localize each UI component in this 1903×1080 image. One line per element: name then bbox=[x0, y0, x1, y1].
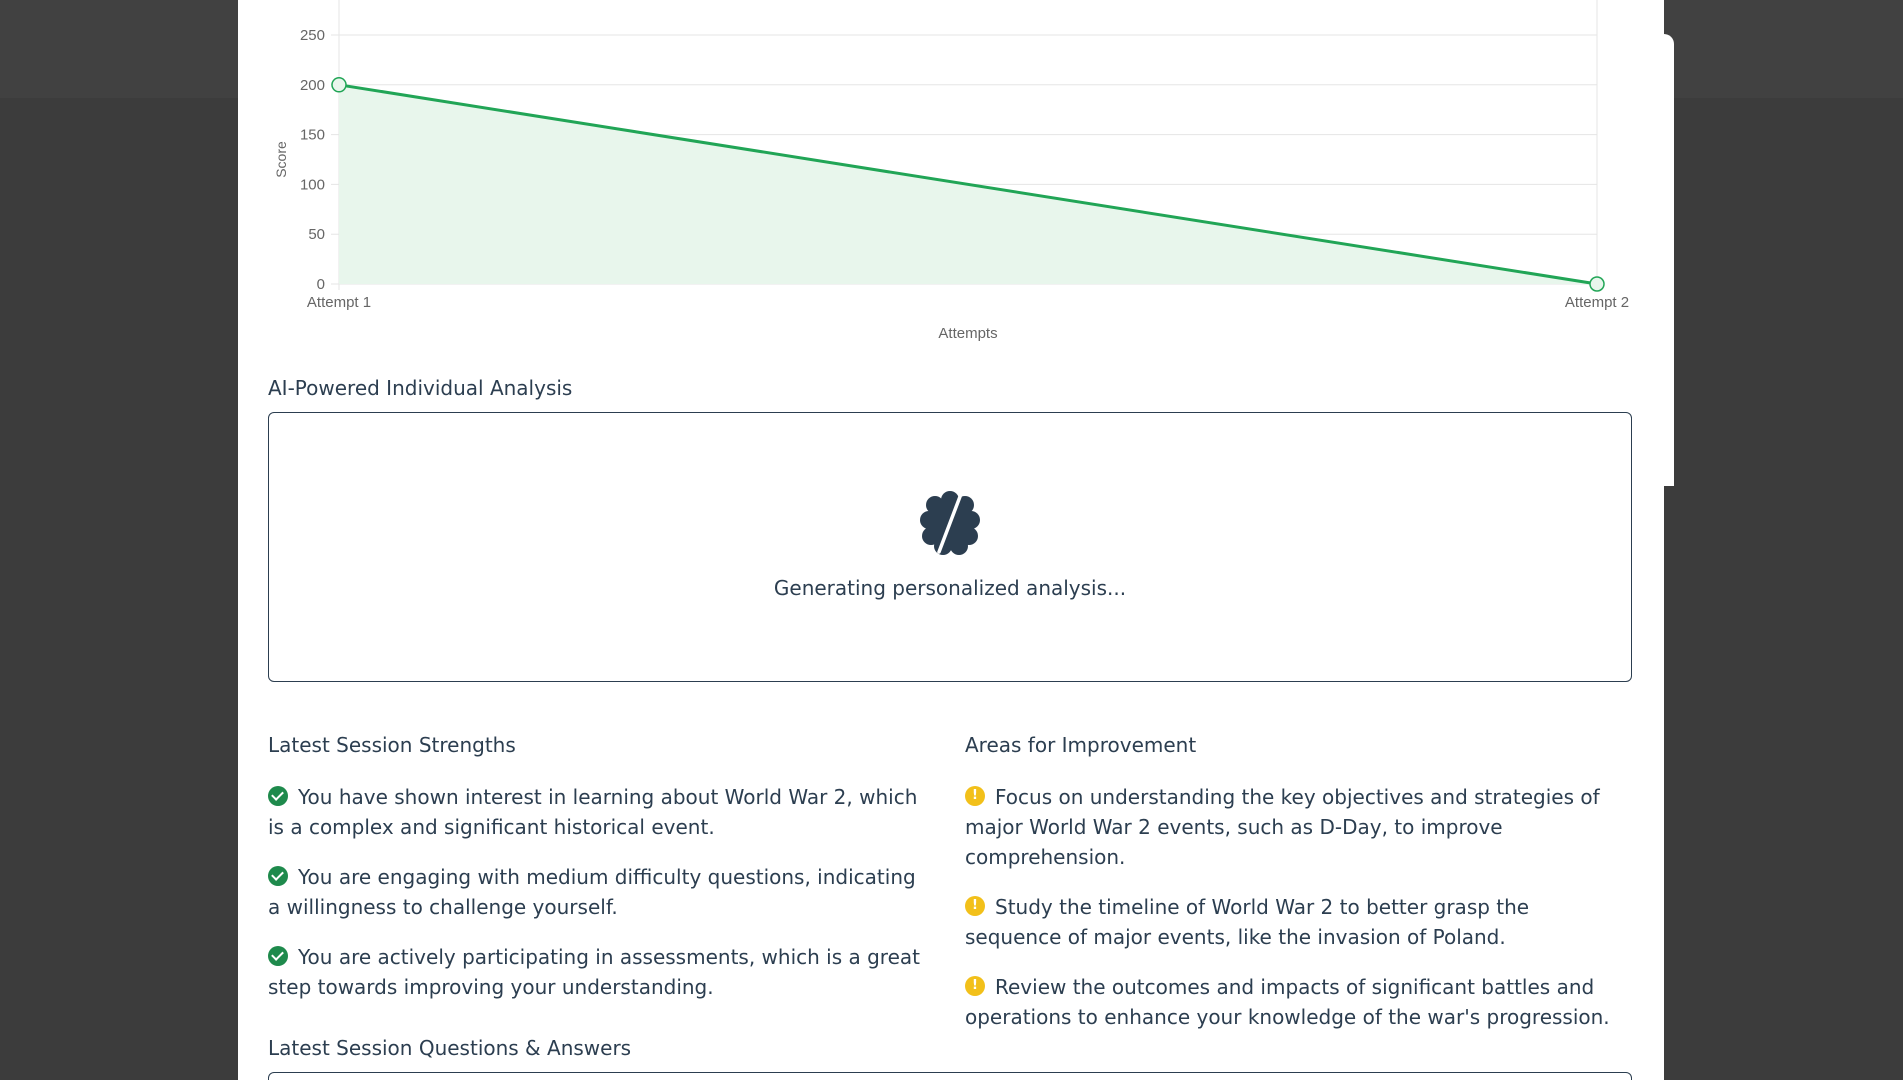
improvement-item: Review the outcomes and impacts of signi… bbox=[965, 972, 1620, 1032]
strength-item: You are actively participating in assess… bbox=[268, 945, 920, 999]
check-circle-icon bbox=[268, 946, 288, 966]
qa-panel bbox=[268, 1072, 1632, 1080]
x-tick-label: Attempt 2 bbox=[1565, 294, 1629, 311]
improvements-title: Areas for Improvement bbox=[965, 733, 1197, 757]
x-axis-title: Attempts bbox=[938, 325, 997, 342]
improvements-section: Areas for Improvement Focus on understan… bbox=[965, 730, 1620, 1052]
y-tick-label: 0 bbox=[317, 276, 325, 293]
warning-circle-icon bbox=[965, 896, 985, 916]
data-point bbox=[1589, 276, 1605, 292]
strength-item: You are engaging with medium difficulty … bbox=[268, 865, 916, 919]
analysis-title: AI-Powered Individual Analysis bbox=[268, 376, 573, 400]
analysis-panel: Generating personalized analysis... bbox=[268, 412, 1632, 682]
strength-item: You have shown interest in learning abou… bbox=[268, 785, 918, 839]
check-circle-icon bbox=[268, 866, 288, 886]
series-line bbox=[338, 83, 1598, 286]
improvement-item: Study the timeline of World War 2 to bet… bbox=[965, 892, 1620, 952]
y-axis-title: Score bbox=[273, 141, 289, 178]
y-tick-label: 250 bbox=[300, 27, 325, 44]
data-point bbox=[331, 77, 347, 93]
analysis-status-text: Generating personalized analysis... bbox=[773, 576, 1127, 600]
strengths-section: Latest Session Strengths You have shown … bbox=[268, 730, 923, 1022]
warning-circle-icon bbox=[965, 786, 985, 806]
qa-title: Latest Session Questions & Answers bbox=[268, 1036, 632, 1060]
student-report-modal: 0 50 100 150 200 250 Attempt 1 Attempt 2 Attempt… bbox=[238, 0, 1664, 1080]
y-tick-label: 150 bbox=[300, 127, 325, 144]
brain-icon bbox=[920, 491, 980, 555]
y-tick-label: 50 bbox=[308, 226, 325, 243]
improvement-item: Focus on understanding the key objective… bbox=[965, 782, 1620, 872]
score-line-chart: 0 50 100 150 200 250 Attempt 1 Attempt 2 Attempt… bbox=[273, 0, 1629, 342]
y-tick-label: 100 bbox=[300, 176, 325, 193]
strengths-title: Latest Session Strengths bbox=[268, 733, 516, 757]
x-tick-label: Attempt 1 bbox=[307, 294, 371, 311]
score-chart: 0 50 100 150 200 250 Attempt 1 Attempt 2 Attempt… bbox=[238, 0, 1664, 350]
y-tick-label: 200 bbox=[300, 77, 325, 94]
check-circle-icon bbox=[268, 786, 288, 806]
warning-circle-icon bbox=[965, 976, 985, 996]
